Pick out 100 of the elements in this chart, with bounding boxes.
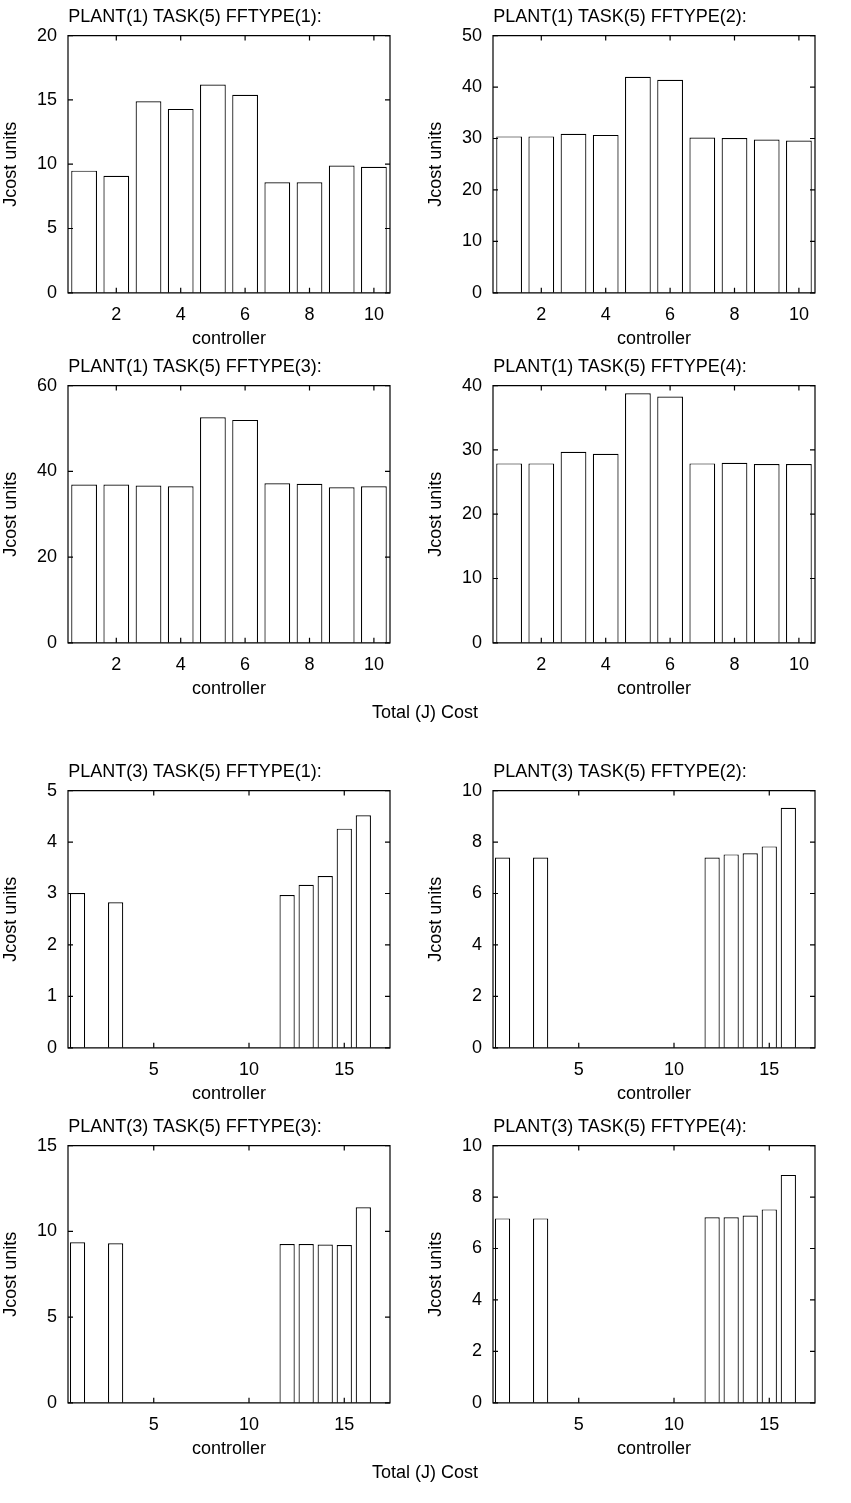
x-tick-label: 6: [240, 653, 251, 674]
x-tick-label: 6: [240, 303, 251, 324]
x-tick-label: 2: [111, 303, 122, 324]
x-tick-label: 8: [304, 303, 315, 324]
y-axis-title: Jcost units: [0, 471, 20, 557]
y-tick-label: 0: [46, 1391, 57, 1412]
x-tick-label: 6: [665, 653, 676, 674]
y-tick-label: 5: [46, 779, 57, 800]
x-tick-label: 8: [304, 653, 315, 674]
y-tick-label: 20: [36, 546, 57, 567]
x-tick-label: 10: [238, 1413, 260, 1434]
x-tick-label: 2: [536, 303, 547, 324]
y-tick-label: 8: [471, 831, 482, 852]
y-tick-label: 10: [36, 153, 57, 174]
x-tick-label: 10: [363, 303, 384, 324]
chart-title: PLANT(3) TASK(5) FFTYPE(1):: [68, 760, 322, 781]
y-axis-title: Jcost units: [0, 876, 20, 962]
y-tick-label: 15: [36, 1134, 57, 1155]
y-tick-label: 2: [471, 985, 482, 1006]
y-tick-label: 0: [471, 631, 482, 652]
x-axis-title: controller: [616, 678, 692, 699]
chart-title: PLANT(1) TASK(5) FFTYPE(2):: [493, 5, 747, 26]
y-tick-label: 10: [36, 1220, 57, 1241]
x-axis-title: controller: [191, 328, 267, 349]
x-tick-label: 5: [573, 1413, 584, 1434]
y-tick-label: 20: [36, 24, 57, 45]
x-axis-title: controller: [191, 1438, 267, 1459]
y-tick-label: 40: [36, 460, 57, 481]
x-tick-label: 8: [729, 653, 740, 674]
chart-title: PLANT(3) TASK(5) FFTYPE(4):: [493, 1115, 747, 1136]
y-axis-title: Jcost units: [0, 1231, 20, 1317]
x-tick-label: 15: [334, 1413, 355, 1434]
x-tick-label: 2: [111, 653, 122, 674]
x-tick-label: 15: [759, 1058, 780, 1079]
y-axis-title: Jcost units: [424, 1231, 445, 1317]
y-tick-label: 10: [461, 1134, 482, 1155]
text: Total (J) Cost: [371, 702, 479, 723]
text: Total (J) Cost: [371, 1462, 479, 1483]
y-tick-label: 30: [461, 438, 482, 459]
y-tick-label: 10: [461, 567, 482, 588]
y-tick-label: 0: [46, 1036, 57, 1057]
y-tick-label: 1: [46, 985, 57, 1006]
chart-title: PLANT(1) TASK(5) FFTYPE(3):: [68, 355, 322, 376]
x-axis-title: controller: [616, 328, 692, 349]
x-axis-title: controller: [191, 1083, 267, 1104]
y-tick-label: 30: [461, 127, 482, 148]
y-tick-label: 0: [471, 1391, 482, 1412]
x-tick-label: 8: [729, 303, 740, 324]
y-tick-label: 5: [46, 217, 57, 238]
chart-title: PLANT(1) TASK(5) FFTYPE(4):: [493, 355, 747, 376]
y-tick-label: 4: [471, 933, 482, 954]
y-tick-label: 20: [461, 178, 482, 199]
x-axis-title: controller: [616, 1083, 692, 1104]
y-tick-label: 4: [46, 831, 57, 852]
x-axis-title: controller: [616, 1438, 692, 1459]
x-tick-label: 5: [148, 1413, 159, 1434]
y-tick-label: 0: [471, 281, 482, 302]
x-tick-label: 10: [238, 1058, 260, 1079]
y-tick-label: 5: [46, 1306, 57, 1327]
y-tick-label: 40: [461, 76, 482, 97]
y-axis-title: Jcost units: [424, 121, 445, 207]
x-tick-label: 10: [788, 303, 809, 324]
x-tick-label: 15: [334, 1058, 355, 1079]
y-tick-label: 6: [471, 1237, 482, 1258]
y-tick-label: 20: [461, 503, 482, 524]
y-tick-label: 40: [461, 374, 482, 395]
y-tick-label: 4: [471, 1288, 482, 1309]
y-tick-label: 10: [461, 779, 482, 800]
chart-title: PLANT(1) TASK(5) FFTYPE(1):: [68, 5, 322, 26]
y-axis-title: Jcost units: [424, 876, 445, 962]
x-tick-label: 10: [788, 653, 809, 674]
x-tick-label: 15: [759, 1413, 780, 1434]
y-tick-label: 0: [46, 281, 57, 302]
y-tick-label: 10: [461, 230, 482, 251]
x-tick-label: 10: [663, 1413, 685, 1434]
y-tick-label: 0: [46, 631, 57, 652]
chart-title: PLANT(3) TASK(5) FFTYPE(3):: [68, 1115, 322, 1136]
y-tick-label: 2: [46, 933, 57, 954]
x-tick-label: 4: [175, 303, 186, 324]
y-axis-title: Jcost units: [0, 121, 20, 207]
y-tick-label: 2: [471, 1340, 482, 1361]
x-tick-label: 5: [148, 1058, 159, 1079]
x-axis-title: controller: [191, 678, 267, 699]
y-tick-label: 15: [36, 88, 57, 109]
y-tick-label: 50: [461, 24, 482, 45]
x-tick-label: 4: [600, 653, 611, 674]
chart-title: PLANT(3) TASK(5) FFTYPE(2):: [493, 760, 747, 781]
x-tick-label: 4: [175, 653, 186, 674]
x-tick-label: 5: [573, 1058, 584, 1079]
x-tick-label: 4: [600, 303, 611, 324]
y-axis-title: Jcost units: [424, 471, 445, 557]
y-tick-label: 8: [471, 1186, 482, 1207]
y-tick-label: 3: [46, 882, 57, 903]
y-tick-label: 6: [471, 882, 482, 903]
x-tick-label: 10: [363, 653, 384, 674]
y-tick-label: 60: [36, 374, 57, 395]
x-tick-label: 6: [665, 303, 676, 324]
x-tick-label: 10: [663, 1058, 685, 1079]
x-tick-label: 2: [536, 653, 547, 674]
y-tick-label: 0: [471, 1036, 482, 1057]
